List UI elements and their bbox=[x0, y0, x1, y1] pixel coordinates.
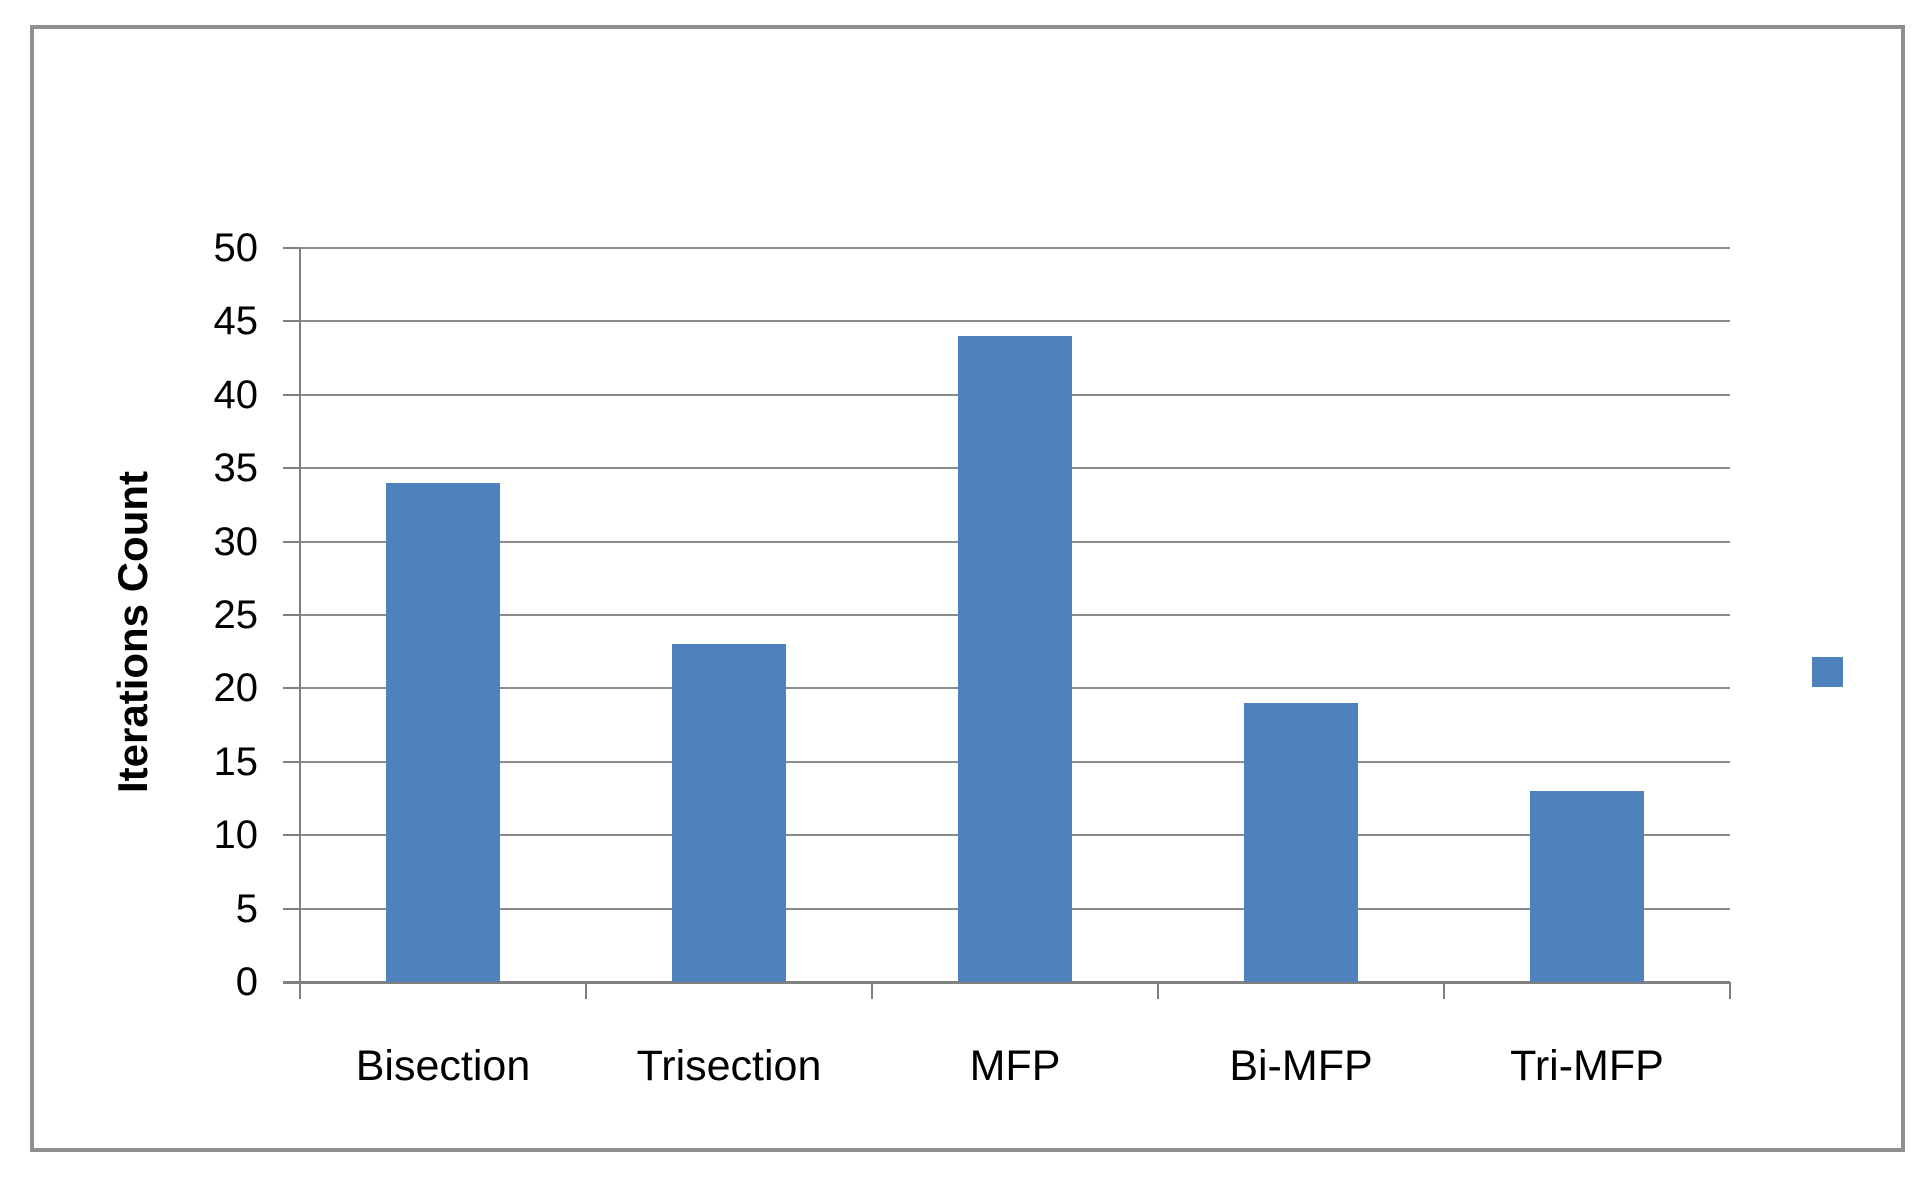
x-axis-tick bbox=[1157, 982, 1159, 999]
y-axis-tick bbox=[283, 908, 300, 910]
x-axis-tick bbox=[299, 982, 301, 999]
y-axis-line bbox=[299, 248, 301, 999]
y-tick-label: 45 bbox=[213, 299, 259, 343]
x-category-label: Tri-MFP bbox=[1510, 1042, 1664, 1090]
x-axis-tick bbox=[1443, 982, 1445, 999]
y-axis-tick bbox=[283, 247, 300, 249]
x-axis-tick bbox=[585, 982, 587, 999]
y-tick-label: 50 bbox=[213, 226, 259, 270]
y-tick-label: 5 bbox=[235, 887, 258, 931]
bar-bi-mfp bbox=[1244, 703, 1358, 982]
bar-bisection bbox=[386, 483, 500, 982]
bar-mfp bbox=[958, 336, 1072, 982]
y-axis-tick bbox=[283, 761, 300, 763]
x-category-label: Bisection bbox=[355, 1042, 531, 1090]
y-tick-label: 10 bbox=[213, 813, 259, 857]
bar-tri-mfp bbox=[1530, 791, 1644, 982]
y-axis-tick bbox=[283, 320, 300, 322]
y-axis-tick bbox=[283, 614, 300, 616]
y-tick-label: 30 bbox=[213, 520, 259, 564]
y-axis-tick bbox=[283, 541, 300, 543]
gridline bbox=[300, 247, 1730, 249]
bar-trisection bbox=[672, 644, 786, 982]
gridline bbox=[300, 320, 1730, 322]
x-axis-tick bbox=[1729, 982, 1731, 999]
x-category-label: Trisection bbox=[636, 1042, 822, 1090]
x-axis-line bbox=[283, 981, 1730, 984]
x-category-label: Bi-MFP bbox=[1229, 1042, 1373, 1090]
y-tick-label: 0 bbox=[235, 960, 258, 1004]
x-category-label: MFP bbox=[969, 1042, 1061, 1090]
y-axis-tick bbox=[283, 834, 300, 836]
y-tick-label: 40 bbox=[213, 373, 259, 417]
y-tick-label: 20 bbox=[213, 666, 259, 710]
y-tick-label: 35 bbox=[213, 446, 259, 490]
y-axis-tick bbox=[283, 394, 300, 396]
x-axis-tick bbox=[871, 982, 873, 999]
y-tick-label: 25 bbox=[213, 593, 259, 637]
y-axis-tick bbox=[283, 467, 300, 469]
y-axis-tick bbox=[283, 687, 300, 689]
y-tick-label: 15 bbox=[213, 740, 259, 784]
legend-swatch bbox=[1812, 657, 1843, 687]
